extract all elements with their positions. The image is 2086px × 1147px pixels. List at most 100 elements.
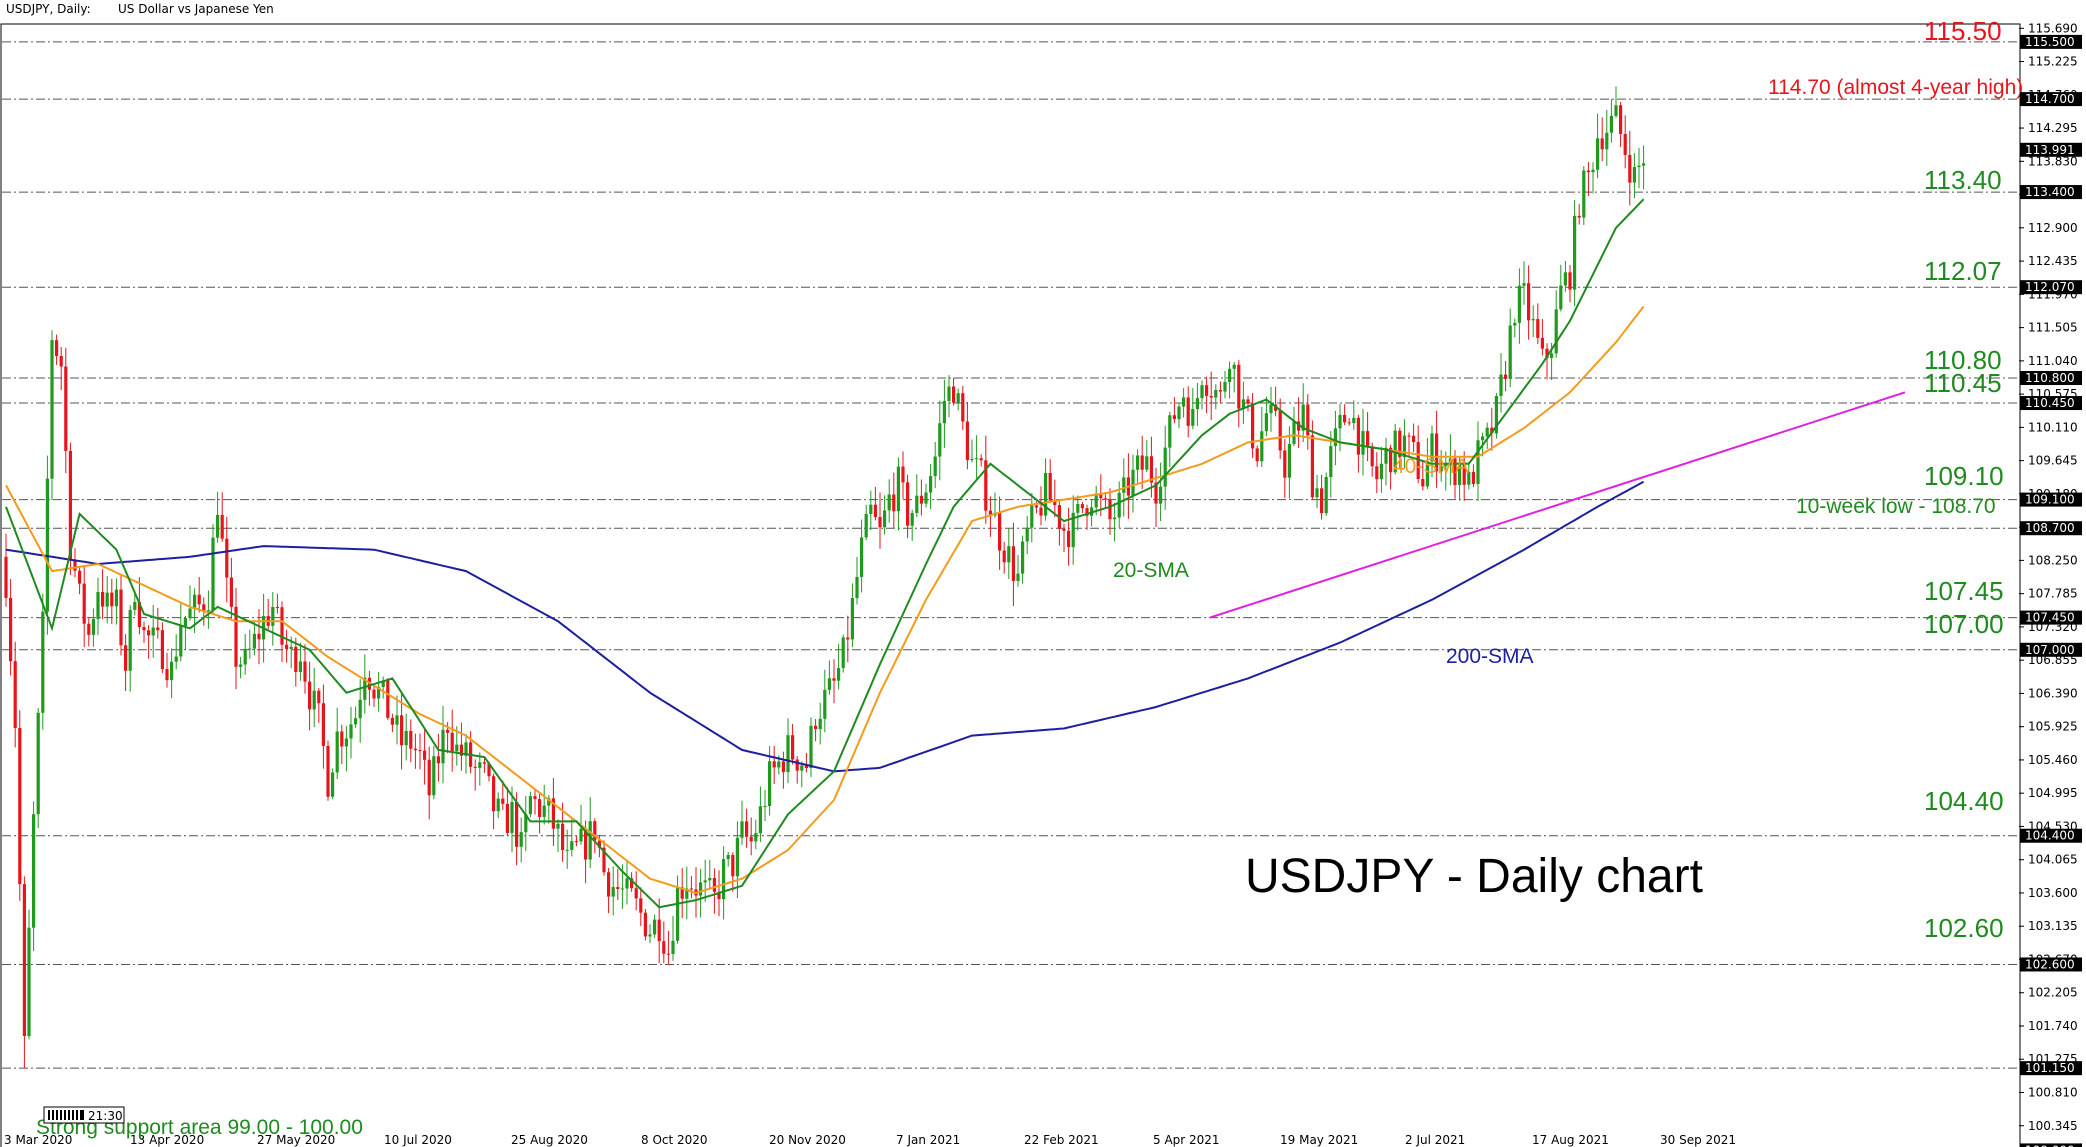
bull-candle-body[interactable] xyxy=(344,738,348,747)
bear-candle-body[interactable] xyxy=(1504,374,1508,379)
bull-candle-body[interactable] xyxy=(41,611,45,713)
bull-candle-body[interactable] xyxy=(1163,447,1167,487)
bull-candle-body[interactable] xyxy=(648,934,652,937)
bull-candle-body[interactable] xyxy=(809,725,813,769)
bull-candle-body[interactable] xyxy=(519,832,523,847)
bull-candle-body[interactable] xyxy=(496,798,500,812)
bear-candle-body[interactable] xyxy=(386,680,390,718)
bull-candle-body[interactable] xyxy=(1145,456,1149,470)
bear-candle-body[interactable] xyxy=(1366,431,1370,447)
bull-candle-body[interactable] xyxy=(193,594,197,609)
bull-candle-body[interactable] xyxy=(211,537,215,611)
bull-candle-body[interactable] xyxy=(754,833,758,842)
bull-candle-body[interactable] xyxy=(740,821,744,838)
bull-candle-body[interactable] xyxy=(1609,115,1613,133)
bear-candle-body[interactable] xyxy=(1251,403,1255,449)
bear-candle-body[interactable] xyxy=(689,888,693,890)
bear-candle-body[interactable] xyxy=(234,606,238,667)
bull-candle-body[interactable] xyxy=(1517,285,1521,323)
bear-candle-body[interactable] xyxy=(781,761,785,773)
bull-candle-body[interactable] xyxy=(570,841,574,850)
bear-candle-body[interactable] xyxy=(340,731,344,747)
bear-candle-body[interactable] xyxy=(639,898,643,913)
bear-candle-body[interactable] xyxy=(979,458,983,461)
bear-candle-body[interactable] xyxy=(1619,105,1623,134)
bull-candle-body[interactable] xyxy=(970,458,974,461)
bear-candle-body[interactable] xyxy=(1039,507,1043,516)
bull-candle-body[interactable] xyxy=(432,756,436,796)
bull-candle-body[interactable] xyxy=(1573,215,1577,290)
bull-candle-body[interactable] xyxy=(91,618,95,635)
bull-candle-body[interactable] xyxy=(1232,364,1236,369)
bull-candle-body[interactable] xyxy=(50,340,54,479)
bull-candle-body[interactable] xyxy=(938,423,942,457)
bear-candle-body[interactable] xyxy=(1067,530,1071,548)
bear-candle-body[interactable] xyxy=(1536,319,1540,338)
bull-candle-body[interactable] xyxy=(216,514,220,538)
bear-candle-body[interactable] xyxy=(538,799,542,817)
bull-candle-body[interactable] xyxy=(331,772,335,797)
bear-candle-body[interactable] xyxy=(574,841,578,843)
bear-candle-body[interactable] xyxy=(197,594,201,605)
bear-candle-body[interactable] xyxy=(202,604,206,611)
bull-candle-body[interactable] xyxy=(96,592,100,619)
bull-candle-body[interactable] xyxy=(1637,165,1641,168)
bull-candle-body[interactable] xyxy=(36,712,40,815)
bear-candle-body[interactable] xyxy=(745,821,749,837)
bull-candle-body[interactable] xyxy=(105,592,109,607)
bull-candle-body[interactable] xyxy=(1223,381,1227,392)
bear-candle-body[interactable] xyxy=(285,644,289,649)
bull-candle-body[interactable] xyxy=(1182,397,1186,407)
bull-candle-body[interactable] xyxy=(547,798,551,806)
bull-candle-body[interactable] xyxy=(924,492,928,504)
bear-candle-body[interactable] xyxy=(505,803,509,833)
bear-candle-body[interactable] xyxy=(1412,435,1416,443)
bull-candle-body[interactable] xyxy=(579,828,583,842)
bull-candle-body[interactable] xyxy=(722,859,726,900)
bull-candle-body[interactable] xyxy=(565,849,569,851)
bull-candle-body[interactable] xyxy=(151,627,155,636)
bear-candle-body[interactable] xyxy=(634,888,638,899)
bear-candle-body[interactable] xyxy=(4,556,8,598)
bear-candle-body[interactable] xyxy=(607,872,611,897)
bear-candle-body[interactable] xyxy=(878,517,882,528)
bear-candle-body[interactable] xyxy=(602,847,606,873)
bear-candle-body[interactable] xyxy=(772,761,776,768)
bull-candle-body[interactable] xyxy=(1168,415,1172,448)
bear-candle-body[interactable] xyxy=(1370,446,1374,467)
bear-candle-body[interactable] xyxy=(78,570,82,584)
bull-candle-body[interactable] xyxy=(1499,374,1503,397)
bull-candle-body[interactable] xyxy=(1324,476,1328,514)
bear-candle-body[interactable] xyxy=(804,765,808,769)
bear-candle-body[interactable] xyxy=(68,450,72,560)
bear-candle-body[interactable] xyxy=(1421,478,1425,487)
bear-candle-body[interactable] xyxy=(666,953,670,955)
bull-candle-body[interactable] xyxy=(404,730,408,746)
bear-candle-body[interactable] xyxy=(712,878,716,892)
bull-candle-body[interactable] xyxy=(542,805,546,817)
bull-candle-body[interactable] xyxy=(1007,546,1011,563)
bear-candle-body[interactable] xyxy=(13,661,17,729)
bull-candle-body[interactable] xyxy=(611,887,615,897)
bull-candle-body[interactable] xyxy=(1596,138,1600,170)
bear-candle-body[interactable] xyxy=(662,941,666,954)
bull-candle-body[interactable] xyxy=(1430,433,1434,462)
bull-candle-body[interactable] xyxy=(676,887,680,941)
bull-candle-body[interactable] xyxy=(827,678,831,690)
bear-candle-body[interactable] xyxy=(1278,410,1282,451)
bull-candle-body[interactable] xyxy=(1228,368,1232,382)
bull-candle-body[interactable] xyxy=(896,466,900,512)
bull-candle-body[interactable] xyxy=(1195,398,1199,410)
bull-candle-body[interactable] xyxy=(1605,132,1609,150)
bull-candle-body[interactable] xyxy=(377,686,381,699)
bull-candle-body[interactable] xyxy=(455,744,459,752)
bull-candle-body[interactable] xyxy=(933,456,937,477)
bull-candle-body[interactable] xyxy=(358,699,362,719)
bear-candle-body[interactable] xyxy=(1347,422,1351,424)
bull-candle-body[interactable] xyxy=(395,715,399,725)
bear-candle-body[interactable] xyxy=(593,821,597,841)
bear-candle-body[interactable] xyxy=(952,386,956,403)
bear-candle-body[interactable] xyxy=(749,836,753,842)
bull-candle-body[interactable] xyxy=(1260,431,1264,462)
